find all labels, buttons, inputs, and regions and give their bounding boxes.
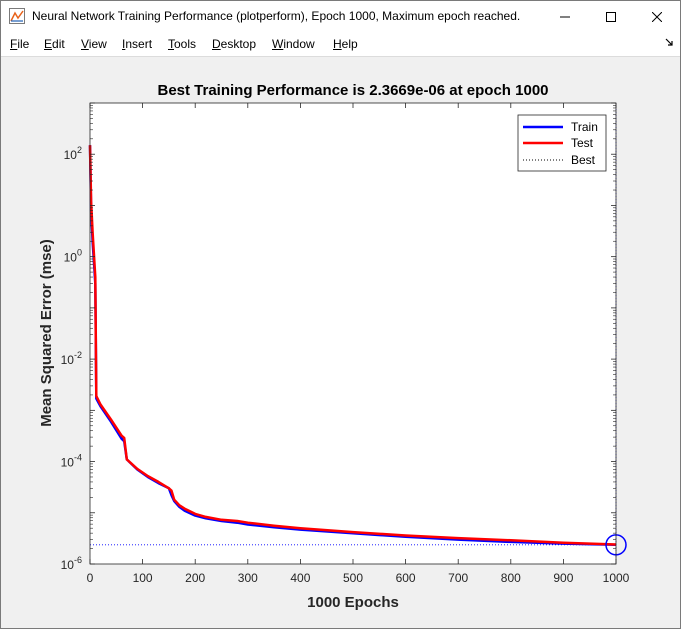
menu-view[interactable]: View: [81, 37, 107, 51]
menu-tools-label: ools: [174, 37, 197, 51]
chart-title: Best Training Performance is 2.3669e-06 …: [157, 82, 548, 99]
y-tick-base: 10: [64, 251, 78, 265]
maximize-button[interactable]: [588, 1, 634, 32]
menu-window-mnemonic: W: [272, 37, 284, 51]
x-tick-label: 800: [501, 571, 521, 585]
menu-help-mnemonic: H: [333, 37, 342, 51]
y-tick-base: 10: [61, 558, 75, 572]
legend-train-label: Train: [571, 120, 598, 134]
minimize-button[interactable]: [542, 1, 588, 32]
y-tick-exponent: 0: [77, 248, 82, 258]
window-title: Neural Network Training Performance (plo…: [32, 9, 521, 23]
x-tick-label: 200: [185, 571, 205, 585]
menu-insert-label: nsert: [125, 37, 153, 51]
series-test-line: [88, 145, 617, 546]
x-tick-label: 100: [133, 571, 153, 585]
menu-desktop[interactable]: Desktop: [212, 37, 256, 51]
menu-tools[interactable]: Tools: [168, 37, 196, 51]
x-tick-label: 0: [87, 571, 94, 585]
y-tick-exponent: -4: [74, 453, 82, 463]
menu-help-label: elp: [341, 37, 358, 51]
menu-desktop-label: esktop: [220, 37, 257, 51]
close-button[interactable]: [634, 1, 680, 32]
close-icon: [652, 11, 662, 22]
menu-view-label: iew: [88, 37, 107, 51]
figure-area: Best Training Performance is 2.3669e-06 …: [1, 57, 680, 628]
x-tick-label: 300: [238, 571, 258, 585]
x-tick-label: 500: [343, 571, 363, 585]
plot-area: [90, 103, 616, 564]
y-tick-label: 102: [64, 145, 82, 162]
menu-edit-label: dit: [52, 37, 65, 51]
menu-view-mnemonic: V: [81, 37, 89, 51]
menu-window-label: indow: [283, 37, 315, 51]
legend-best-label: Best: [571, 153, 596, 167]
x-tick-label: 900: [553, 571, 573, 585]
menu-tools-mnemonic: T: [168, 37, 174, 51]
menu-file[interactable]: File: [10, 37, 29, 51]
y-tick-label: 10-2: [61, 350, 82, 367]
menu-insert[interactable]: Insert: [122, 37, 152, 51]
y-tick-exponent: 2: [77, 145, 82, 155]
legend-test-label: Test: [571, 136, 594, 150]
y-tick-exponent: -6: [74, 555, 82, 565]
minimize-icon: [560, 16, 570, 17]
menu-help[interactable]: Help: [333, 37, 358, 51]
y-tick-exponent: -2: [74, 350, 82, 360]
menu-file-mnemonic: F: [10, 37, 18, 51]
x-tick-label: 1000: [603, 571, 630, 585]
y-tick-base: 10: [61, 353, 75, 367]
maximize-icon: [606, 11, 616, 22]
y-tick-base: 10: [64, 148, 78, 162]
y-tick-label: 10-6: [61, 555, 82, 572]
menu-bar: File Edit View Insert Tools Desktop Wind…: [1, 32, 680, 57]
menu-window[interactable]: Window: [272, 37, 315, 51]
menu-edit[interactable]: Edit: [44, 37, 65, 51]
dock-arrow-icon[interactable]: [665, 38, 674, 47]
y-tick-base: 10: [61, 456, 75, 470]
legend[interactable]: Train Test Best: [517, 114, 607, 172]
menu-edit-mnemonic: E: [44, 37, 53, 51]
title-bar[interactable]: Neural Network Training Performance (plo…: [1, 1, 680, 32]
performance-chart: Best Training Performance is 2.3669e-06 …: [38, 82, 630, 611]
menu-insert-mnemonic: I: [122, 37, 126, 51]
matlab-figure-icon: [9, 8, 25, 24]
x-tick-label: 700: [448, 571, 468, 585]
y-tick-label: 10-4: [61, 453, 82, 470]
x-tick-label: 600: [396, 571, 416, 585]
menu-file-label: ile: [17, 37, 30, 51]
y-tick-label: 100: [64, 248, 82, 265]
y-axis-label: Mean Squared Error (mse): [38, 239, 55, 427]
menu-desktop-mnemonic: D: [212, 37, 221, 51]
x-tick-label: 400: [290, 571, 310, 585]
x-axis-label: 1000 Epochs: [307, 594, 399, 611]
